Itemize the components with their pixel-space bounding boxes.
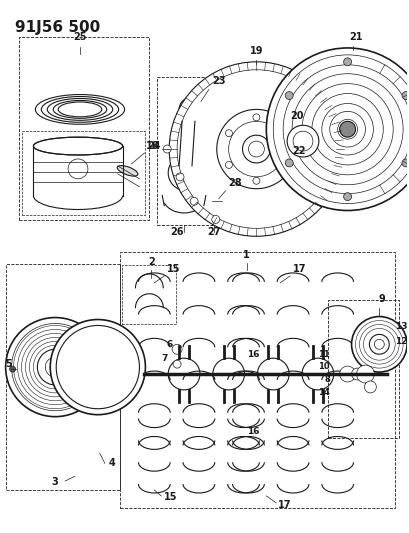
Circle shape <box>169 62 343 236</box>
Text: 9: 9 <box>378 294 385 304</box>
Text: 16: 16 <box>247 350 259 359</box>
Circle shape <box>301 358 333 390</box>
Circle shape <box>211 200 221 211</box>
Text: 28: 28 <box>228 177 242 188</box>
Text: 8: 8 <box>323 375 329 384</box>
Text: 4: 4 <box>108 458 115 468</box>
Circle shape <box>343 58 351 66</box>
Circle shape <box>242 135 270 163</box>
Circle shape <box>225 161 232 168</box>
Circle shape <box>50 319 145 415</box>
Ellipse shape <box>33 137 122 155</box>
Circle shape <box>212 358 244 390</box>
Circle shape <box>339 122 355 137</box>
Text: 15: 15 <box>164 492 178 502</box>
Circle shape <box>339 366 355 382</box>
Circle shape <box>314 197 322 205</box>
Text: 17: 17 <box>278 500 291 510</box>
Text: 27: 27 <box>207 227 220 237</box>
Circle shape <box>68 159 88 179</box>
Text: 13: 13 <box>394 322 407 332</box>
Text: 25: 25 <box>73 32 87 42</box>
Circle shape <box>401 92 409 100</box>
Circle shape <box>172 344 182 354</box>
Bar <box>18 37 149 221</box>
Bar <box>22 131 145 215</box>
Circle shape <box>266 48 409 211</box>
Bar <box>327 300 398 439</box>
Text: 12: 12 <box>394 337 407 346</box>
Text: 16: 16 <box>247 426 259 435</box>
Text: 3: 3 <box>52 477 58 487</box>
Text: 6: 6 <box>166 340 172 349</box>
Text: 2: 2 <box>148 257 154 267</box>
Circle shape <box>6 318 105 417</box>
Circle shape <box>364 381 375 393</box>
Text: 10: 10 <box>317 362 329 371</box>
Circle shape <box>401 159 409 167</box>
Text: 24: 24 <box>147 141 160 151</box>
Text: 17: 17 <box>292 264 306 274</box>
Text: 20: 20 <box>290 111 303 122</box>
Circle shape <box>56 326 139 409</box>
Bar <box>119 252 394 508</box>
Bar <box>121 265 176 325</box>
Text: 26: 26 <box>170 227 183 237</box>
Text: 23: 23 <box>211 76 225 86</box>
Circle shape <box>328 173 336 181</box>
Circle shape <box>280 130 287 136</box>
Text: 14: 14 <box>317 388 329 397</box>
Circle shape <box>285 92 292 100</box>
Bar <box>6 264 119 490</box>
Text: 15: 15 <box>167 264 180 274</box>
Text: 1: 1 <box>243 250 249 260</box>
Circle shape <box>9 366 16 372</box>
Circle shape <box>285 159 292 167</box>
Text: 5: 5 <box>6 359 12 369</box>
Text: 11: 11 <box>317 350 329 359</box>
Circle shape <box>216 109 295 189</box>
Circle shape <box>286 125 318 157</box>
Bar <box>157 77 238 225</box>
Circle shape <box>175 173 184 181</box>
Circle shape <box>252 177 259 184</box>
Circle shape <box>168 155 203 191</box>
Circle shape <box>163 145 171 153</box>
Circle shape <box>351 317 406 372</box>
Text: 91J56 500: 91J56 500 <box>15 20 99 35</box>
Circle shape <box>356 365 373 383</box>
Circle shape <box>280 161 287 168</box>
Text: 21: 21 <box>348 32 362 42</box>
Circle shape <box>343 192 351 200</box>
Circle shape <box>168 358 200 390</box>
Circle shape <box>190 197 198 205</box>
Circle shape <box>351 368 362 380</box>
Text: 7: 7 <box>161 354 167 363</box>
Circle shape <box>37 349 73 385</box>
Circle shape <box>211 215 219 223</box>
Ellipse shape <box>117 166 137 176</box>
Circle shape <box>173 360 181 368</box>
Circle shape <box>257 358 288 390</box>
Text: 19: 19 <box>249 46 263 56</box>
Circle shape <box>225 130 232 136</box>
Text: 22: 22 <box>292 146 305 156</box>
Text: 18: 18 <box>145 141 159 151</box>
Circle shape <box>252 114 259 121</box>
Circle shape <box>179 98 202 122</box>
Circle shape <box>369 334 388 354</box>
